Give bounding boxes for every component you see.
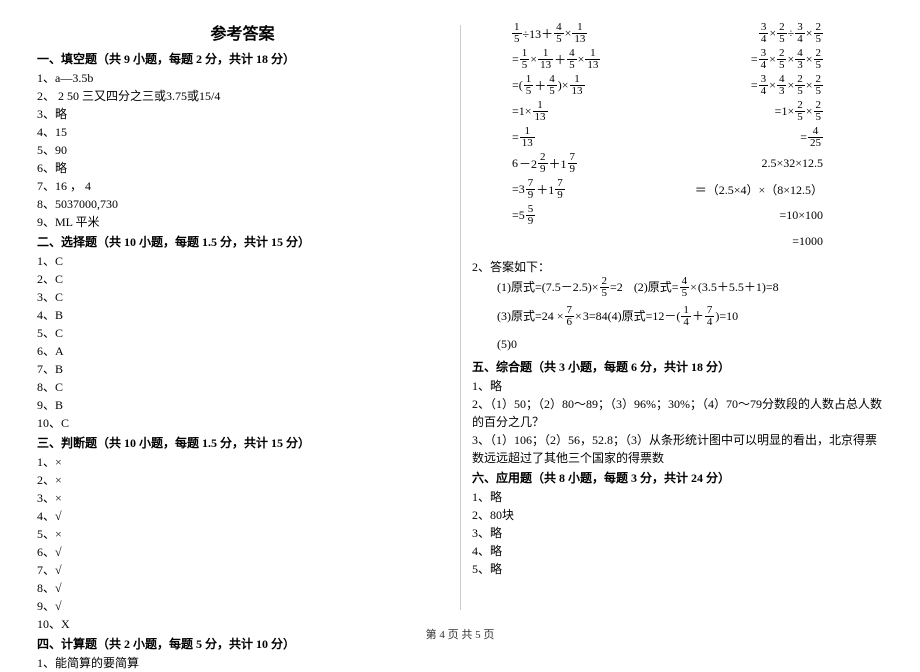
list-item: 3、略 xyxy=(37,105,448,123)
math-expr: =1× 25× 25 xyxy=(775,100,823,123)
math-expr: =1000 xyxy=(792,234,823,249)
sec3-header: 三、判断题（共 10 小题，每题 1.5 分，共计 15 分） xyxy=(37,434,448,451)
math-expr: 6－2 29＋1 79 xyxy=(512,152,577,175)
list-item: 6、A xyxy=(37,342,448,360)
calc-line: = 113 = 425 xyxy=(512,124,883,150)
calc-expr-line: (3)原式=24 × 76× 3=84(4)原式=12－( 14＋ 74 )=1… xyxy=(497,305,883,328)
list-item: 1、a—3.5b xyxy=(37,69,448,87)
calc-line: 15 ÷13＋ 45 × 113 34× 25÷ 34× 25 xyxy=(512,20,883,46)
math-expr: = 34× 25× 43× 25 xyxy=(751,48,823,71)
page: 参考答案 一、填空题（共 9 小题，每题 2 分，共计 18 分） 1、a—3.… xyxy=(0,0,920,615)
page-title: 参考答案 xyxy=(37,20,448,44)
list-item: 7、B xyxy=(37,360,448,378)
list-item: 3、C xyxy=(37,288,448,306)
math-expr: =3 79＋1 79 xyxy=(512,178,565,201)
sec1-header: 一、填空题（共 9 小题，每题 2 分，共计 18 分） xyxy=(37,50,448,67)
calc-expr-line: (5)0 xyxy=(497,334,883,354)
list-item: 8、C xyxy=(37,378,448,396)
math-expr: 2.5×32×12.5 xyxy=(761,156,823,171)
sec6-header: 六、应用题（共 8 小题，每题 3 分，共计 24 分） xyxy=(472,469,883,486)
calc-line: =1× 113 =1× 25× 25 xyxy=(512,98,883,124)
sec2-header: 二、选择题（共 10 小题，每题 1.5 分，共计 15 分） xyxy=(37,233,448,250)
list-item: 9、√ xyxy=(37,597,448,615)
list-item: 5、× xyxy=(37,525,448,543)
math-expr: =( 15＋ 45)× 113 xyxy=(512,74,585,97)
calc-line: =( 15＋ 45)× 113 = 34× 43× 25× 25 xyxy=(512,72,883,98)
item2-prefix: 2、答案如下： xyxy=(472,258,883,276)
list-item: 2、80块 xyxy=(472,506,883,524)
list-item: 9、ML 平米 xyxy=(37,213,448,231)
list-item: 4、√ xyxy=(37,507,448,525)
math-expr: = 34× 43× 25× 25 xyxy=(751,74,823,97)
list-item: 10、C xyxy=(37,414,448,432)
math-expr: 34× 25÷ 34× 25 xyxy=(759,22,823,45)
list-item: 4、略 xyxy=(472,542,883,560)
list-item: 8、√ xyxy=(37,579,448,597)
list-item: 5、略 xyxy=(472,560,883,578)
list-item: 5、90 xyxy=(37,141,448,159)
calc-line: =5 59 =10×100 xyxy=(512,202,883,228)
list-item: 3、× xyxy=(37,489,448,507)
math-expr: ＝（2.5×4）×（8×12.5） xyxy=(695,181,823,198)
math-expr: = 425 xyxy=(800,126,823,149)
right-column: 15 ÷13＋ 45 × 113 34× 25÷ 34× 25 = 15× 11… xyxy=(460,20,895,615)
list-item: 1、× xyxy=(37,453,448,471)
list-item: 2、（1）50；（2）80～89；（3）96%；30%；（4）70～79分数段的… xyxy=(472,395,883,431)
math-expr: = 15× 113＋ 45× 113 xyxy=(512,48,600,71)
list-item: 6、√ xyxy=(37,543,448,561)
list-item: 5、C xyxy=(37,324,448,342)
list-item: 3、（1）106；（2）56，52.8；（3）从条形统计图中可以明显的看出，北京… xyxy=(472,431,883,467)
list-item: 8、5037000,730 xyxy=(37,195,448,213)
calc-line: = 15× 113＋ 45× 113 = 34× 25× 43× 25 xyxy=(512,46,883,72)
list-item: 2、C xyxy=(37,270,448,288)
list-item: 1、C xyxy=(37,252,448,270)
sec5-header: 五、综合题（共 3 小题，每题 6 分，共计 18 分） xyxy=(472,358,883,375)
math-expr: =1× 113 xyxy=(512,100,548,123)
list-item: 2、 2 50 三又四分之三或3.75或15/4 xyxy=(37,87,448,105)
list-item: 3、略 xyxy=(472,524,883,542)
list-item: 6、略 xyxy=(37,159,448,177)
list-item: 7、√ xyxy=(37,561,448,579)
math-expr: = 113 xyxy=(512,126,535,149)
sec4-note: 1、能简算的要简算 xyxy=(37,654,448,672)
math-expr: 15 ÷13＋ 45 × 113 xyxy=(512,22,587,45)
list-item: 9、B xyxy=(37,396,448,414)
list-item: 1、略 xyxy=(472,377,883,395)
list-item: 4、B xyxy=(37,306,448,324)
list-item: 1、略 xyxy=(472,488,883,506)
page-footer: 第 4 页 共 5 页 xyxy=(0,626,920,642)
left-column: 参考答案 一、填空题（共 9 小题，每题 2 分，共计 18 分） 1、a—3.… xyxy=(25,20,460,615)
list-item: 7、16 ， 4 xyxy=(37,177,448,195)
calc-expr-line: (1)原式=(7.5－2.5)× 25 =2 (2)原式= 45× (3.5＋5… xyxy=(497,276,883,299)
math-expr: =5 59 xyxy=(512,204,535,227)
calc-line: 6－2 29＋1 79 2.5×32×12.5 xyxy=(512,150,883,176)
list-item: 4、15 xyxy=(37,123,448,141)
math-expr: =10×100 xyxy=(779,208,823,223)
calc-line: =1000 xyxy=(512,228,883,254)
calc-line: =3 79＋1 79 ＝（2.5×4）×（8×12.5） xyxy=(512,176,883,202)
list-item: 2、× xyxy=(37,471,448,489)
